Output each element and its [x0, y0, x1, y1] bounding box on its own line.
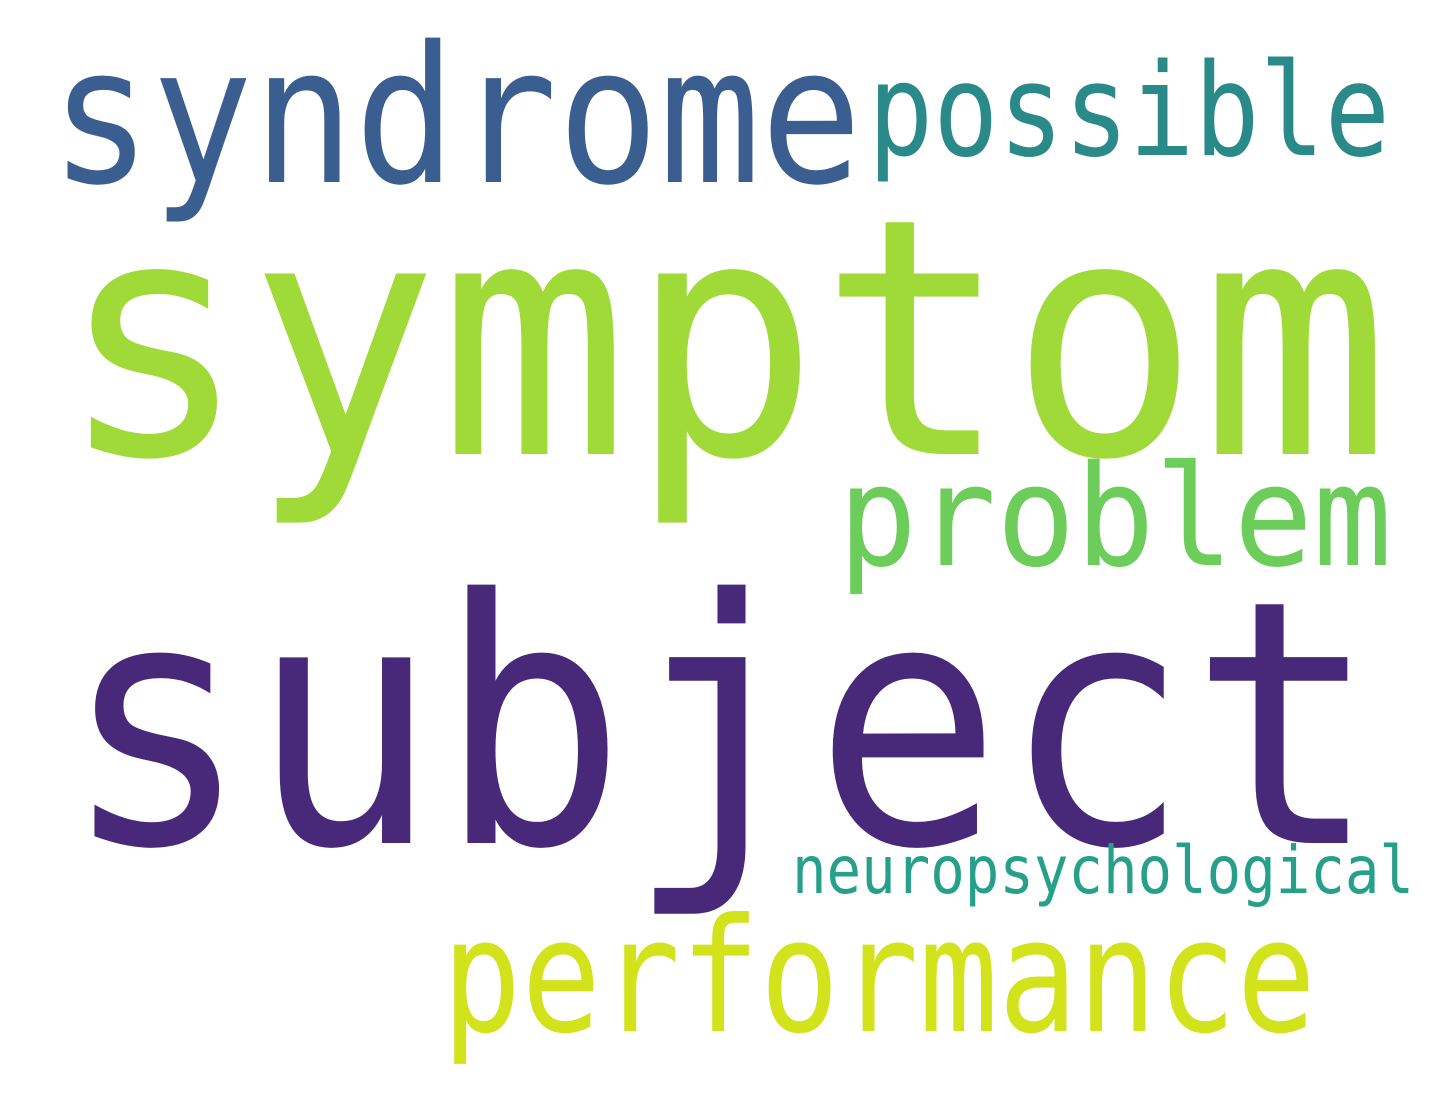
word-syndrome: syndrome [50, 6, 862, 227]
word-performance: performance [442, 885, 1317, 1069]
word-subject: subject [62, 528, 1378, 924]
word-possible: possible [868, 37, 1390, 186]
word-problem: problem [838, 436, 1393, 599]
word-symptom: symptom [58, 148, 1391, 532]
word-neuropsychological: neuropsychological [792, 832, 1414, 909]
